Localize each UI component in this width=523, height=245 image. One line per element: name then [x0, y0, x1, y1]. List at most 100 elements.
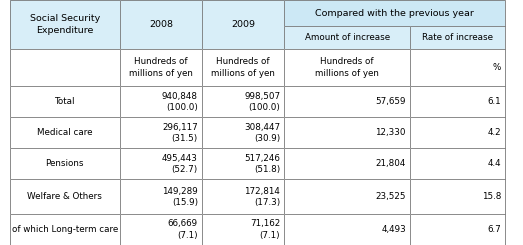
Bar — [410, 26, 505, 49]
Text: 23,525: 23,525 — [376, 192, 406, 201]
Bar — [202, 214, 284, 245]
Bar — [9, 179, 120, 214]
Text: %: % — [493, 63, 501, 72]
Bar — [120, 148, 202, 179]
Text: Medical care: Medical care — [37, 128, 93, 137]
Bar — [202, 214, 284, 245]
Bar — [120, 49, 202, 86]
Bar — [120, 148, 202, 179]
Text: 495,443
(52.7): 495,443 (52.7) — [162, 154, 198, 174]
Bar — [9, 148, 120, 179]
Bar — [9, 0, 120, 49]
Text: of which Long-term care: of which Long-term care — [12, 225, 118, 234]
Text: 4,493: 4,493 — [381, 225, 406, 234]
Bar — [202, 0, 284, 49]
Text: Hundreds of
millions of yen: Hundreds of millions of yen — [211, 58, 275, 78]
Bar — [120, 179, 202, 214]
Text: Amount of increase: Amount of increase — [304, 33, 390, 42]
Bar — [284, 0, 505, 26]
Bar — [202, 49, 284, 86]
Bar — [284, 86, 410, 117]
Bar — [9, 117, 120, 148]
Bar — [202, 179, 284, 214]
Text: 517,246
(51.8): 517,246 (51.8) — [244, 154, 280, 174]
Text: 998,507
(100.0): 998,507 (100.0) — [244, 92, 280, 112]
Text: 71,162
(7.1): 71,162 (7.1) — [250, 220, 280, 240]
Text: Social Security
Expenditure: Social Security Expenditure — [30, 14, 100, 35]
Bar — [202, 179, 284, 214]
Text: 4.2: 4.2 — [487, 128, 501, 137]
Text: 2009: 2009 — [231, 20, 255, 29]
Text: 15.8: 15.8 — [482, 192, 501, 201]
Bar — [202, 148, 284, 179]
Bar — [284, 179, 410, 214]
Bar — [284, 214, 410, 245]
Text: Hundreds of
millions of yen: Hundreds of millions of yen — [315, 58, 379, 78]
Bar — [410, 148, 505, 179]
Text: Pensions: Pensions — [46, 159, 84, 168]
Bar — [202, 86, 284, 117]
Bar — [410, 86, 505, 117]
Bar — [202, 86, 284, 117]
Bar — [410, 214, 505, 245]
Text: 66,669
(7.1): 66,669 (7.1) — [168, 220, 198, 240]
Bar — [202, 49, 284, 86]
Text: Hundreds of
millions of yen: Hundreds of millions of yen — [129, 58, 193, 78]
Bar — [202, 117, 284, 148]
Bar — [120, 86, 202, 117]
Bar — [410, 86, 505, 117]
Bar — [284, 86, 410, 117]
Bar — [9, 49, 120, 86]
Bar — [9, 214, 120, 245]
Bar — [9, 214, 120, 245]
Bar — [120, 0, 202, 49]
Bar — [9, 117, 120, 148]
Bar — [284, 26, 410, 49]
Bar — [284, 117, 410, 148]
Bar — [410, 117, 505, 148]
Bar — [410, 214, 505, 245]
Text: 6.7: 6.7 — [487, 225, 501, 234]
Bar — [120, 86, 202, 117]
Bar — [410, 49, 505, 86]
Text: Welfare & Others: Welfare & Others — [27, 192, 102, 201]
Bar — [120, 49, 202, 86]
Bar — [9, 148, 120, 179]
Bar — [284, 0, 505, 26]
Bar — [284, 148, 410, 179]
Bar — [284, 214, 410, 245]
Bar — [410, 148, 505, 179]
Bar — [284, 26, 410, 49]
Text: 57,659: 57,659 — [376, 97, 406, 106]
Bar — [9, 0, 120, 49]
Text: Total: Total — [54, 97, 75, 106]
Text: 21,804: 21,804 — [376, 159, 406, 168]
Bar — [410, 117, 505, 148]
Bar — [284, 179, 410, 214]
Bar — [120, 117, 202, 148]
Bar — [284, 49, 410, 86]
Bar — [284, 148, 410, 179]
Text: 172,814
(17.3): 172,814 (17.3) — [244, 186, 280, 207]
Text: 940,848
(100.0): 940,848 (100.0) — [162, 92, 198, 112]
Bar — [9, 86, 120, 117]
Text: 308,447
(30.9): 308,447 (30.9) — [244, 122, 280, 143]
Bar — [120, 214, 202, 245]
Text: Compared with the previous year: Compared with the previous year — [315, 9, 474, 18]
Bar — [284, 117, 410, 148]
Bar — [202, 0, 284, 49]
Bar — [120, 0, 202, 49]
Bar — [410, 179, 505, 214]
Text: Rate of increase: Rate of increase — [422, 33, 493, 42]
Bar — [284, 49, 410, 86]
Bar — [410, 49, 505, 86]
Bar — [9, 86, 120, 117]
Text: 2008: 2008 — [149, 20, 173, 29]
Bar — [410, 179, 505, 214]
Bar — [120, 117, 202, 148]
Bar — [202, 117, 284, 148]
Bar — [9, 179, 120, 214]
Bar — [410, 26, 505, 49]
Text: 12,330: 12,330 — [376, 128, 406, 137]
Text: 6.1: 6.1 — [487, 97, 501, 106]
